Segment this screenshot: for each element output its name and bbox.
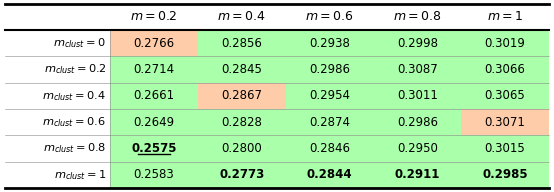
Text: 0.3065: 0.3065	[485, 89, 526, 102]
Bar	[110, 83, 198, 109]
Bar	[461, 162, 549, 188]
Bar	[198, 162, 286, 188]
Bar	[373, 135, 461, 162]
Text: 0.2867: 0.2867	[221, 89, 262, 102]
Bar	[5, 162, 110, 188]
Bar	[461, 109, 549, 135]
Text: 0.2856: 0.2856	[221, 37, 262, 50]
Text: 0.2661: 0.2661	[134, 89, 175, 102]
Text: $m=1$: $m=1$	[487, 11, 523, 23]
Text: 0.2846: 0.2846	[309, 142, 350, 155]
Text: $m_{clust}=0.4$: $m_{clust}=0.4$	[42, 89, 106, 103]
Text: 0.2714: 0.2714	[134, 63, 175, 76]
Text: $m_{clust}=0.6$: $m_{clust}=0.6$	[43, 115, 106, 129]
Bar	[461, 83, 549, 109]
Bar	[461, 30, 549, 56]
Text: 0.2575: 0.2575	[131, 142, 177, 155]
Text: 0.2874: 0.2874	[309, 116, 350, 129]
Bar	[5, 56, 110, 83]
Bar	[110, 135, 198, 162]
Text: 0.2986: 0.2986	[309, 63, 350, 76]
Text: 0.2800: 0.2800	[222, 142, 262, 155]
Bar	[286, 109, 373, 135]
Bar	[198, 56, 286, 83]
Text: $m_{clust}=0.2$: $m_{clust}=0.2$	[44, 63, 106, 76]
Bar	[286, 83, 373, 109]
Bar	[286, 56, 373, 83]
Bar	[286, 135, 373, 162]
Text: 0.2985: 0.2985	[483, 168, 528, 181]
Text: 0.3071: 0.3071	[485, 116, 526, 129]
Bar	[286, 162, 373, 188]
Bar	[198, 30, 286, 56]
Text: 0.3019: 0.3019	[485, 37, 526, 50]
Text: $m=0.8$: $m=0.8$	[393, 11, 442, 23]
Text: $m_{clust}=0$: $m_{clust}=0$	[53, 36, 106, 50]
Text: 0.3011: 0.3011	[397, 89, 438, 102]
Bar	[373, 109, 461, 135]
Text: $m=0.4$: $m=0.4$	[217, 11, 266, 23]
Bar	[110, 109, 198, 135]
Bar	[5, 30, 110, 56]
Text: 0.2986: 0.2986	[397, 116, 438, 129]
Text: 0.2828: 0.2828	[221, 116, 262, 129]
Bar	[373, 162, 461, 188]
Text: 0.3066: 0.3066	[485, 63, 526, 76]
Bar	[110, 162, 198, 188]
Bar	[373, 30, 461, 56]
Bar	[461, 56, 549, 83]
Bar	[373, 56, 461, 83]
Text: 0.2773: 0.2773	[219, 168, 264, 181]
Bar	[461, 135, 549, 162]
Text: 0.2845: 0.2845	[221, 63, 262, 76]
Bar	[198, 83, 286, 109]
Text: 0.2938: 0.2938	[309, 37, 350, 50]
Bar	[286, 30, 373, 56]
Text: $m_{clust}=1$: $m_{clust}=1$	[54, 168, 106, 182]
Text: 0.2583: 0.2583	[134, 168, 175, 181]
Text: 0.2998: 0.2998	[397, 37, 438, 50]
Text: 0.3087: 0.3087	[397, 63, 438, 76]
Bar	[373, 83, 461, 109]
Text: 0.2766: 0.2766	[134, 37, 175, 50]
Text: 0.2649: 0.2649	[134, 116, 175, 129]
Bar	[110, 56, 198, 83]
Text: $m=0.6$: $m=0.6$	[305, 11, 354, 23]
Bar	[198, 109, 286, 135]
Text: 0.2954: 0.2954	[309, 89, 350, 102]
Bar	[198, 135, 286, 162]
Bar	[5, 109, 110, 135]
Text: 0.2844: 0.2844	[307, 168, 352, 181]
Text: 0.2911: 0.2911	[394, 168, 440, 181]
Text: 0.3015: 0.3015	[485, 142, 526, 155]
Text: $m=0.2$: $m=0.2$	[130, 11, 178, 23]
Bar	[110, 30, 198, 56]
Text: 0.2950: 0.2950	[397, 142, 438, 155]
Text: $m_{clust}=0.8$: $m_{clust}=0.8$	[43, 142, 106, 155]
Bar	[5, 83, 110, 109]
Bar	[5, 135, 110, 162]
